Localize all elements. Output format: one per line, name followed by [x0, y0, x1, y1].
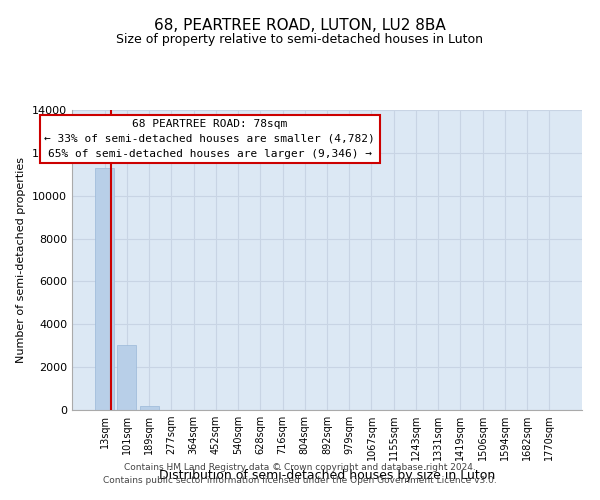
Text: 68, PEARTREE ROAD, LUTON, LU2 8BA: 68, PEARTREE ROAD, LUTON, LU2 8BA: [154, 18, 446, 32]
Text: Contains HM Land Registry data © Crown copyright and database right 2024.: Contains HM Land Registry data © Crown c…: [124, 464, 476, 472]
Text: Contains public sector information licensed under the Open Government Licence v3: Contains public sector information licen…: [103, 476, 497, 485]
Bar: [118, 346, 136, 410]
Text: 68 PEARTREE ROAD: 78sqm
← 33% of semi-detached houses are smaller (4,782)
65% of: 68 PEARTREE ROAD: 78sqm ← 33% of semi-de…: [44, 119, 375, 158]
Text: Size of property relative to semi-detached houses in Luton: Size of property relative to semi-detach…: [116, 32, 484, 46]
Bar: [140, 406, 158, 410]
Bar: [95, 168, 114, 410]
Y-axis label: Number of semi-detached properties: Number of semi-detached properties: [16, 157, 26, 363]
X-axis label: Distribution of semi-detached houses by size in Luton: Distribution of semi-detached houses by …: [159, 468, 495, 481]
